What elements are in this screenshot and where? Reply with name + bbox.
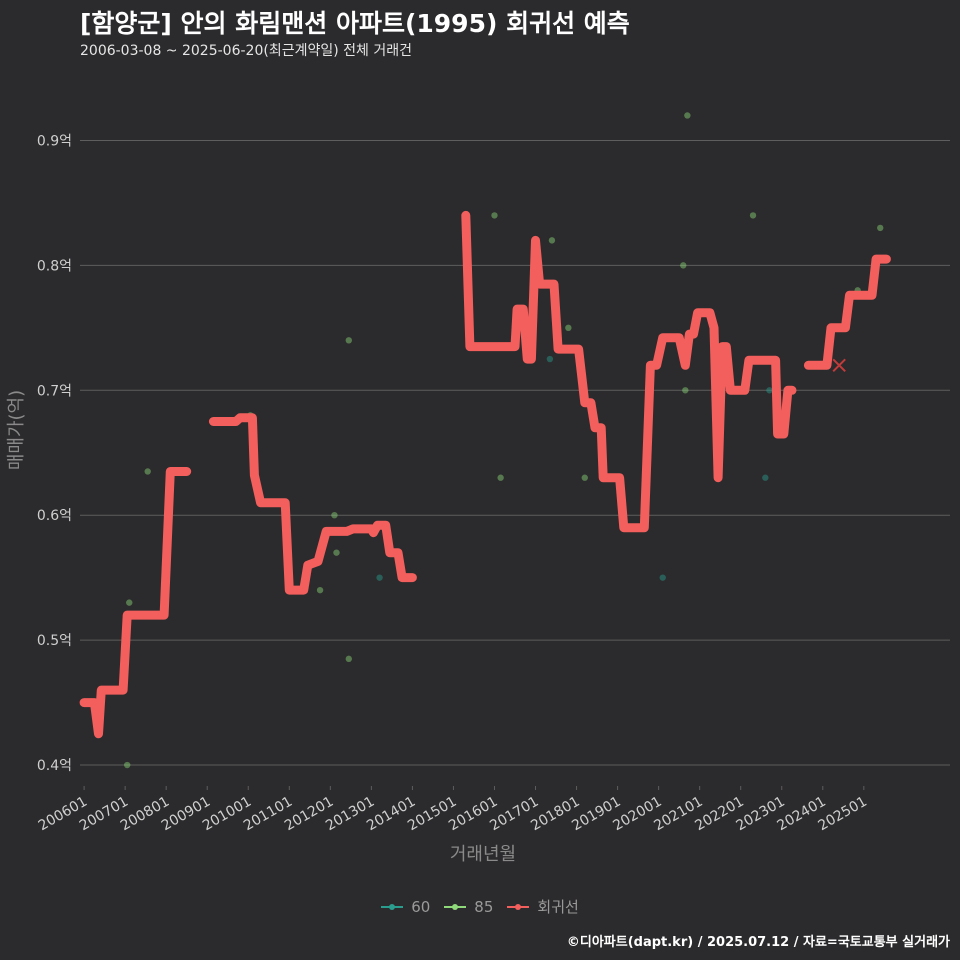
legend-key-85-icon [444, 900, 467, 914]
data-point-60 [546, 355, 554, 363]
legend-item-85: 85 [444, 896, 493, 917]
data-point-85 [331, 511, 338, 519]
data-point-85 [144, 468, 151, 475]
data-point-85 [345, 337, 352, 344]
data-point-85 [565, 324, 572, 332]
trend-line-segment [208, 413, 417, 595]
data-point-85 [497, 474, 504, 481]
data-point-85 [491, 212, 498, 219]
legend-key-trend-icon [507, 900, 530, 914]
data-point-85 [680, 262, 687, 269]
data-point-85 [877, 224, 884, 232]
source-credit: ©디아파트(dapt.kr) / 2025.07.12 / 자료=국토교통부 실… [566, 935, 950, 950]
data-point-60 [766, 387, 773, 394]
data-point-85 [581, 474, 588, 481]
latest-deal-cross-icon [832, 358, 846, 373]
legend-key-60-icon [381, 900, 404, 914]
data-point-60 [659, 574, 666, 581]
y-tick-label: 0.6억 [37, 508, 72, 524]
data-point-85 [345, 655, 352, 663]
y-tick-label: 0.9억 [37, 133, 72, 149]
data-point-85 [123, 761, 131, 769]
data-point-60 [762, 474, 769, 481]
chart-title: [함양군] 안의 화림맨션 아파트(1995) 회귀선 예측 [80, 9, 630, 38]
legend: 60 85 회귀선 [0, 896, 960, 917]
y-tick-label: 0.5억 [37, 633, 72, 649]
data-point-85 [316, 586, 324, 594]
data-point-85 [126, 599, 133, 606]
x-axis-title: 거래년월 [450, 844, 516, 865]
y-axis-title: 매매가(억) [6, 390, 27, 470]
data-point-85 [682, 387, 689, 394]
legend-label-85: 85 [474, 897, 494, 916]
legend-label-trend: 회귀선 [537, 898, 579, 916]
data-point-85 [684, 112, 691, 119]
chart-subtitle: 2006-03-08 ~ 2025-06-20(최근계약일) 전체 거래건 [80, 43, 412, 59]
trend-line-segment [79, 467, 192, 739]
trend-line-segment [461, 210, 797, 533]
data-point-85 [749, 212, 757, 219]
data-point-60 [376, 574, 383, 581]
data-point-85 [333, 549, 340, 556]
legend-label-60: 60 [411, 897, 431, 916]
data-point-85 [548, 237, 556, 244]
legend-item-60: 60 [381, 896, 430, 917]
legend-item-trend: 회귀선 [507, 896, 579, 917]
y-tick-label: 0.4억 [37, 758, 72, 774]
trend-line-segment [803, 254, 891, 370]
y-tick-label: 0.7억 [37, 383, 72, 399]
y-tick-label: 0.8억 [37, 258, 72, 274]
